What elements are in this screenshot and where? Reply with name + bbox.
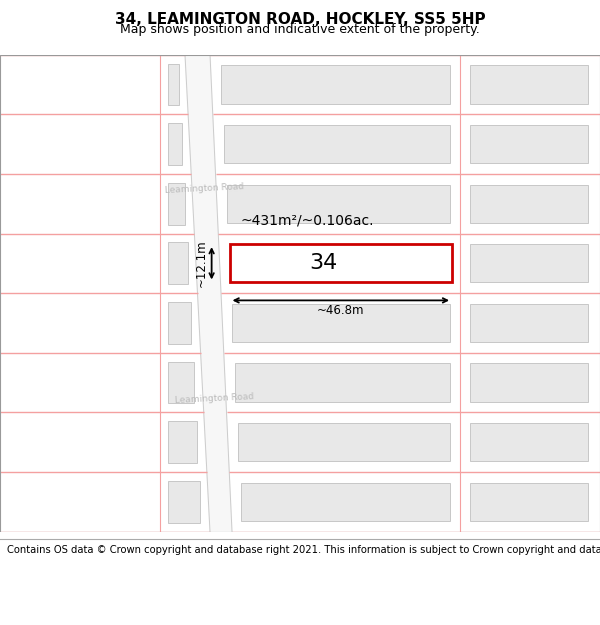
Bar bbox=[230, 244, 450, 282]
Bar bbox=[235, 364, 450, 402]
Bar bbox=[230, 244, 452, 282]
Bar bbox=[227, 184, 450, 222]
Bar bbox=[224, 125, 450, 163]
Bar bbox=[168, 242, 188, 284]
Bar bbox=[470, 423, 588, 461]
Text: Leamington Road: Leamington Road bbox=[175, 392, 254, 404]
Text: ~46.8m: ~46.8m bbox=[317, 304, 365, 318]
Bar bbox=[168, 64, 179, 105]
Text: Contains OS data © Crown copyright and database right 2021. This information is : Contains OS data © Crown copyright and d… bbox=[7, 545, 600, 555]
Bar bbox=[168, 481, 200, 522]
Bar bbox=[168, 302, 191, 344]
Text: Map shows position and indicative extent of the property.: Map shows position and indicative extent… bbox=[120, 22, 480, 36]
Bar bbox=[470, 125, 588, 163]
Bar bbox=[168, 183, 185, 224]
Bar bbox=[470, 66, 588, 104]
Polygon shape bbox=[185, 54, 232, 532]
Text: 34, LEAMINGTON ROAD, HOCKLEY, SS5 5HP: 34, LEAMINGTON ROAD, HOCKLEY, SS5 5HP bbox=[115, 12, 485, 27]
Text: 34: 34 bbox=[309, 253, 337, 273]
Bar bbox=[470, 244, 588, 282]
Bar bbox=[232, 304, 450, 342]
Text: ~431m²/~0.106ac.: ~431m²/~0.106ac. bbox=[241, 214, 374, 228]
Bar bbox=[168, 362, 194, 403]
Bar bbox=[168, 123, 182, 165]
Bar bbox=[241, 482, 450, 521]
Bar bbox=[470, 304, 588, 342]
Bar bbox=[221, 66, 450, 104]
Bar bbox=[168, 421, 197, 463]
Bar bbox=[238, 423, 450, 461]
Text: ~12.1m: ~12.1m bbox=[194, 239, 208, 287]
Bar bbox=[470, 482, 588, 521]
Bar bbox=[470, 184, 588, 222]
Text: Leamington Road: Leamington Road bbox=[164, 182, 244, 194]
Bar bbox=[470, 364, 588, 402]
